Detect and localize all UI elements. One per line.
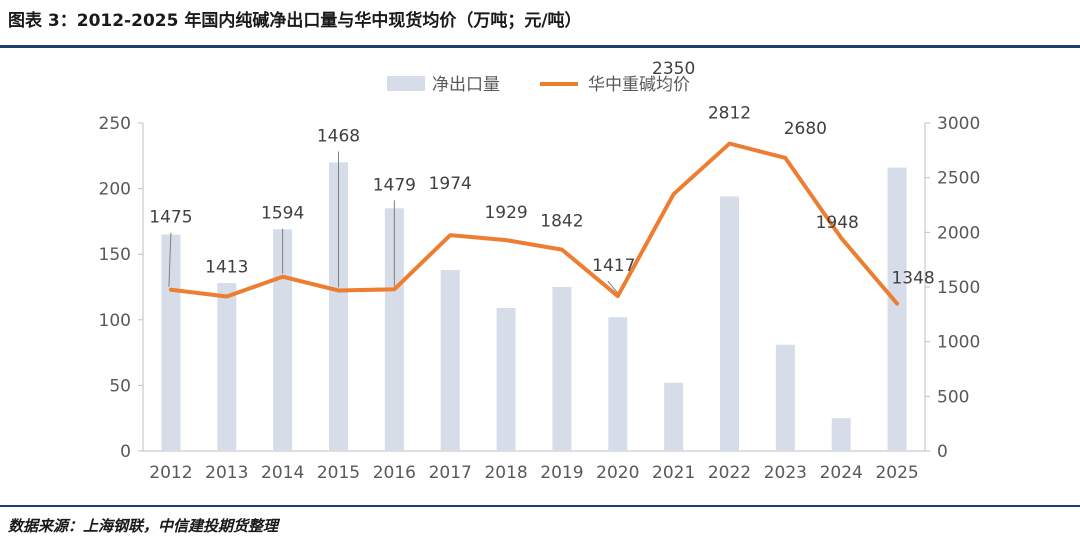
price-data-label: 1468: [317, 126, 360, 146]
price-point-2024: [839, 236, 843, 240]
right-tick-label: 3000: [937, 114, 980, 134]
price-data-label: 1594: [261, 204, 304, 224]
price-data-label: 1475: [149, 208, 192, 228]
bar-2015: [329, 162, 348, 452]
bar-2020: [608, 317, 628, 451]
label-leader-line: [168, 232, 172, 287]
x-tick-label: 2019: [540, 463, 583, 483]
price-point-2022: [728, 142, 731, 146]
left-tick-label: 250: [99, 114, 131, 134]
price-line: [168, 141, 900, 306]
price-point-2017: [448, 233, 452, 237]
price-data-label: 1348: [891, 269, 934, 289]
x-tick-label: 2012: [149, 463, 192, 483]
bar-2025: [887, 167, 907, 451]
label-leader-line: [607, 280, 619, 294]
bar-2021: [664, 382, 684, 451]
price-point-2015: [337, 288, 340, 292]
right-tick-label: 2000: [937, 223, 980, 243]
left-tick-label: 100: [99, 311, 131, 331]
legend: 净出口量 华中重碱均价: [387, 75, 690, 95]
x-tick-label: 2018: [484, 463, 527, 483]
top-rule: [0, 45, 1080, 48]
price-data-label: 2680: [784, 119, 827, 139]
bar-2018: [496, 307, 516, 451]
bar-2012: [161, 234, 181, 451]
price-point-2019: [560, 248, 564, 252]
price-data-label: 1929: [484, 203, 527, 223]
price-point-2014: [281, 275, 285, 279]
x-tick-label: 2022: [708, 463, 751, 483]
bar-2023: [775, 344, 795, 451]
bottom-rule: [0, 505, 1080, 507]
right-tick-label: 1000: [937, 333, 980, 353]
price-point-2023: [783, 156, 787, 160]
bar-2019: [552, 287, 572, 451]
price-data-label: 1479: [373, 175, 416, 195]
x-tick-label: 2020: [596, 463, 639, 483]
price-data-label: 1842: [540, 212, 583, 232]
legend-bar-label: 净出口量: [432, 75, 500, 95]
left-tick-label: 50: [109, 376, 131, 396]
price-point-2021: [672, 192, 676, 196]
bar-2022: [720, 196, 739, 451]
x-tick-label: 2014: [261, 463, 304, 483]
x-tick-label: 2015: [317, 463, 360, 483]
bar-2024: [831, 418, 851, 451]
x-tick-label: 2023: [764, 463, 807, 483]
price-point-2018: [504, 238, 508, 242]
x-tick-label: 2016: [373, 463, 416, 483]
price-data-label: 2350: [652, 59, 695, 79]
bar-2014: [273, 229, 293, 451]
left-tick-label: 200: [99, 180, 131, 200]
price-point-2025: [895, 302, 899, 306]
legend-line-label: 华中重碱均价: [588, 75, 690, 95]
x-tick-label: 2025: [875, 463, 918, 483]
price-point-2013: [225, 295, 229, 299]
legend-bar-swatch: [387, 76, 425, 91]
price-point-2016: [392, 287, 396, 291]
source-note: 数据来源：上海钢联，中信建投期货整理: [8, 517, 279, 535]
x-tick-label: 2013: [205, 463, 248, 483]
price-data-label: 2812: [708, 104, 751, 124]
price-data-label: 1974: [429, 174, 472, 194]
x-tick-label: 2017: [429, 463, 472, 483]
price-point-2012: [169, 288, 173, 292]
right-tick-label: 2500: [937, 169, 980, 189]
combo-chart: 0501001502002500500100015002000250030002…: [99, 59, 981, 483]
x-tick-label: 2024: [820, 463, 863, 483]
left-tick-label: 0: [120, 442, 131, 462]
right-tick-label: 500: [937, 387, 969, 407]
left-tick-label: 150: [99, 245, 131, 265]
price-data-label: 1417: [592, 256, 635, 276]
chart-title: 图表 3：2012-2025 年国内纯碱净出口量与华中现货均价（万吨；元/吨）: [8, 11, 582, 31]
price-data-label: 1413: [205, 258, 248, 278]
price-point-2020: [616, 294, 620, 298]
right-tick-label: 0: [937, 442, 948, 462]
x-tick-label: 2021: [652, 463, 695, 483]
right-tick-label: 1500: [937, 278, 980, 298]
bar-2016: [384, 208, 404, 451]
bar-2017: [440, 269, 460, 451]
price-data-label: 1948: [816, 213, 859, 233]
bar-2013: [217, 283, 237, 451]
